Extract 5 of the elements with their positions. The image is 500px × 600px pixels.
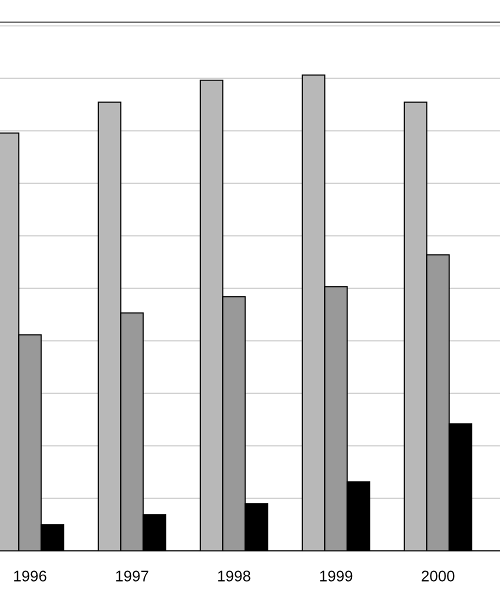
x-tick-label: 2000 bbox=[422, 570, 454, 582]
x-tick-label: 1999 bbox=[320, 570, 352, 582]
x-tick-label: 1996 bbox=[14, 570, 46, 582]
x-tick-label: 1997 bbox=[116, 570, 148, 582]
x-tick-label: 1998 bbox=[218, 570, 250, 582]
